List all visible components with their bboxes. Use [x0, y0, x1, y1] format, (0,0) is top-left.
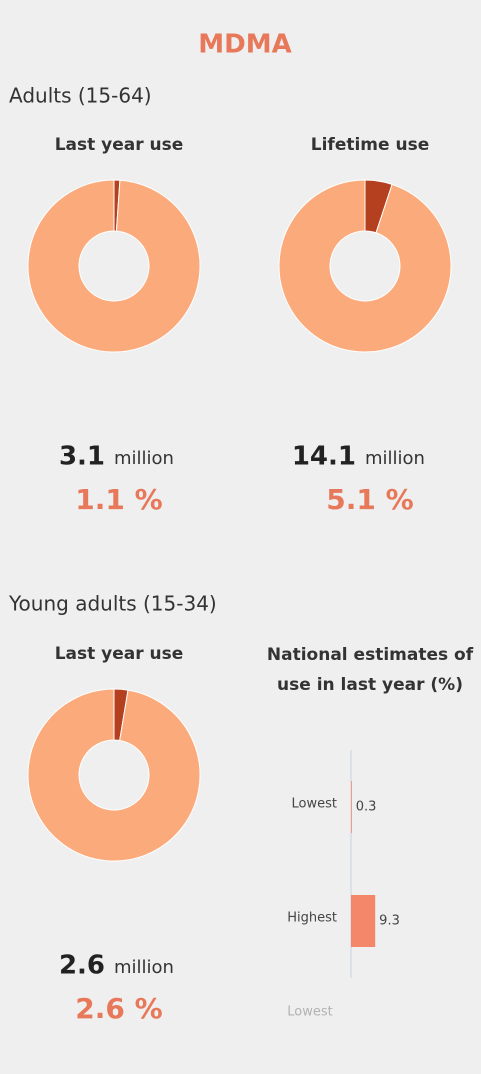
section-heading: Adults (15-64) [9, 84, 152, 108]
value-label: 9.3 [379, 914, 400, 929]
count-value: 14.1 [292, 442, 356, 472]
chart-title: Lifetime use [311, 135, 429, 155]
percent-label: 1.1 % [75, 483, 162, 516]
bar [351, 895, 376, 947]
count-value: 2.6 [59, 951, 105, 981]
footer-label: Lowest [287, 1005, 332, 1020]
bar-chart-title: National estimates of use in last year (… [266, 645, 474, 695]
percent-label: 2.6 % [75, 992, 162, 1025]
donut-slice [27, 688, 201, 862]
count-unit: million [114, 957, 174, 978]
donut-slice [27, 179, 201, 353]
chart-title: Last year use [55, 644, 184, 664]
donut-slice [278, 179, 452, 353]
section-heading: Young adults (15-34) [8, 592, 217, 616]
bar [351, 781, 352, 833]
count-unit: million [114, 448, 174, 469]
page-title: MDMA [198, 30, 291, 60]
percent-label: 5.1 % [326, 483, 413, 516]
category-label: Lowest [292, 797, 337, 812]
category-label: Highest [287, 911, 337, 926]
chart-title: Last year use [55, 135, 184, 155]
value-label: 0.3 [356, 800, 377, 815]
count-value: 3.1 [59, 442, 105, 472]
count-unit: million [365, 448, 425, 469]
